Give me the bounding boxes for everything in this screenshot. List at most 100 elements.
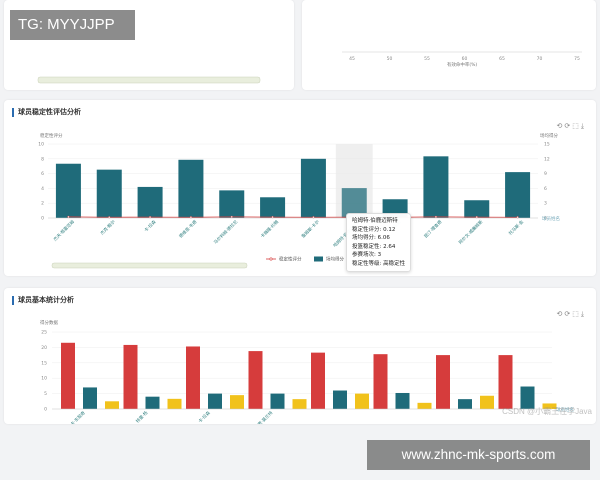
x-tick-label: 45 bbox=[349, 56, 355, 62]
download-icon[interactable]: ⤓ bbox=[580, 310, 586, 318]
tooltip-line: 稳定性等级: 高稳定性 bbox=[352, 260, 406, 267]
zoom-back-icon[interactable]: ⟳ bbox=[564, 310, 573, 318]
tooltip-line: 场均得分: 6.06 bbox=[352, 235, 390, 241]
tooltip-line: 稳定性评分: 0.12 bbox=[352, 226, 396, 233]
bar-avg-score bbox=[55, 163, 81, 218]
x-tick-label: 托马斯·金 bbox=[507, 218, 526, 237]
x-tick-label: 55 bbox=[424, 56, 430, 62]
x-tick-label: 卡梅隆·约翰 bbox=[259, 218, 281, 240]
download-icon[interactable]: ⤓ bbox=[580, 122, 586, 130]
bar-series-2 bbox=[270, 393, 285, 409]
x-tick-label: 50 bbox=[387, 56, 393, 62]
x-tick-label: 德维恩·韦德 bbox=[177, 218, 199, 240]
bar-series-3 bbox=[292, 399, 307, 409]
zoom-reset-icon[interactable]: ⟲ bbox=[556, 122, 565, 130]
bar-avg-score bbox=[505, 172, 531, 218]
y-tick-label: 0 bbox=[41, 216, 44, 222]
basic-panel: 球员基本统计分析 ⟲⟳⬚⤓ 得分数据 0 5 10 15 20 25 球员姓名 卢卡·东契奇 特雷… bbox=[4, 288, 596, 424]
datazoom-slider bbox=[51, 262, 248, 269]
x-tick-label: 70 bbox=[537, 56, 543, 62]
restore-icon[interactable]: ⬚ bbox=[572, 310, 581, 318]
basic-toolbox: ⟲⟳⬚⤓ bbox=[557, 310, 586, 319]
y-tick-label: 25 bbox=[41, 330, 47, 336]
bar-series-1 bbox=[498, 355, 513, 409]
y-tick-label: 0 bbox=[44, 407, 47, 413]
x-tick-label: 65 bbox=[499, 56, 505, 62]
bar-series-3 bbox=[230, 395, 244, 409]
x-axis-name: 球员姓名 bbox=[556, 406, 574, 413]
x-tick-label: 75 bbox=[574, 56, 580, 62]
line-point bbox=[67, 215, 70, 219]
y-tick-label: 6 bbox=[41, 171, 44, 177]
x-tick-label: 马尔科姆·德拉尼 bbox=[212, 218, 239, 245]
y2-tick-label: 9 bbox=[544, 171, 547, 177]
bar-series-2 bbox=[145, 396, 160, 409]
restore-icon[interactable]: ⬚ bbox=[572, 122, 581, 130]
bar-avg-score bbox=[300, 158, 326, 218]
y2-tick-label: 0 bbox=[544, 216, 547, 222]
bar-series-3 bbox=[417, 402, 432, 409]
bar-series-2 bbox=[83, 387, 97, 409]
bar-series-3 bbox=[105, 401, 119, 409]
line-point bbox=[434, 215, 438, 219]
bar-series-2 bbox=[208, 393, 222, 409]
y-tick-label: 4 bbox=[41, 186, 44, 192]
y2-tick-label: 3 bbox=[544, 201, 547, 207]
legend-bar-swatch bbox=[314, 256, 323, 262]
bar-series-3 bbox=[167, 398, 182, 409]
tooltip-line: 参赛场次: 3 bbox=[352, 252, 382, 258]
zoom-reset-icon[interactable]: ⟲ bbox=[556, 310, 565, 318]
y2-tick-label: 6 bbox=[544, 186, 547, 192]
legend-line-marker bbox=[269, 257, 273, 261]
bar-series-1 bbox=[186, 346, 200, 409]
legend-label: 稳定性评分 bbox=[279, 256, 302, 263]
x-tick-label: 卡·拉森 bbox=[197, 409, 213, 424]
bar-series-1 bbox=[123, 344, 138, 409]
bar-series-1 bbox=[248, 351, 263, 409]
bar-avg-score bbox=[96, 169, 122, 218]
stability-toolbox: ⟲⟳⬚⤓ bbox=[557, 122, 586, 131]
bar-series-1 bbox=[61, 342, 75, 409]
legend-label: 场均得分 bbox=[326, 256, 344, 263]
y2-tick-label: 15 bbox=[544, 142, 550, 148]
top-left-datazoom-slider[interactable] bbox=[37, 76, 261, 84]
bar-avg-score bbox=[260, 197, 286, 218]
bar-series-1 bbox=[311, 352, 325, 409]
x-tick-label: 贾·莫兰特 bbox=[256, 409, 275, 424]
tooltip-line: 投篮稳定性: 2.64 bbox=[352, 243, 396, 250]
stability-title: 球员稳定性评估分析 bbox=[12, 108, 81, 117]
zoom-back-icon[interactable]: ⟳ bbox=[564, 122, 573, 130]
y-axis-name: 得分数据 bbox=[40, 319, 58, 326]
x-tick-label: 昆汀·理查德 bbox=[422, 218, 444, 240]
overlay-tag-bottom: www.zhnc-mk-sports.com bbox=[367, 440, 590, 470]
bar-series-3 bbox=[480, 395, 494, 409]
y-tick-label: 15 bbox=[41, 360, 47, 366]
y-tick-label: 20 bbox=[41, 345, 47, 351]
bar-avg-score bbox=[137, 186, 163, 218]
x-tick-label: 杰夫·格雷厄姆 bbox=[52, 218, 77, 243]
y-tick-label: 8 bbox=[41, 156, 44, 162]
watermark: CSDN @小霸王在学Java bbox=[502, 407, 592, 416]
y-tick-label: 2 bbox=[41, 201, 44, 207]
bar-series-1 bbox=[373, 354, 388, 409]
x-axis-name: 球员姓名 bbox=[542, 215, 560, 222]
bar-avg-score bbox=[423, 156, 449, 218]
line-point bbox=[230, 215, 233, 219]
y2-axis-name: 场均得分 bbox=[540, 132, 558, 139]
bar-series-2 bbox=[333, 390, 347, 409]
top-right-xlabel: 有效命中率(%) bbox=[447, 61, 478, 68]
x-tick-label: 卡·拉森 bbox=[142, 218, 158, 234]
bar-series-1 bbox=[436, 355, 450, 409]
x-tick-label: 詹姆斯·卡尔 bbox=[300, 218, 322, 240]
basic-chart: 得分数据 0 5 10 15 20 25 球员姓名 卢卡·东契奇 特雷·杨 卡·拉森 贾·莫兰特 bbox=[40, 319, 574, 424]
x-tick-label: 卢卡·东契奇 bbox=[66, 409, 88, 424]
x-tick-label: 杰克·鲍尔 bbox=[99, 218, 118, 237]
top-right-panel: 45 50 55 60 65 70 75 有效命中率(%) bbox=[302, 0, 596, 90]
bar-avg-score bbox=[219, 190, 245, 218]
bar-series-2 bbox=[458, 399, 472, 409]
bar-series-3 bbox=[355, 393, 369, 409]
y-tick-label: 5 bbox=[44, 391, 47, 397]
x-tick-label: 特雷·杨 bbox=[134, 409, 150, 424]
bar-series-2 bbox=[520, 386, 535, 409]
x-tick-label: 60 bbox=[462, 56, 468, 62]
